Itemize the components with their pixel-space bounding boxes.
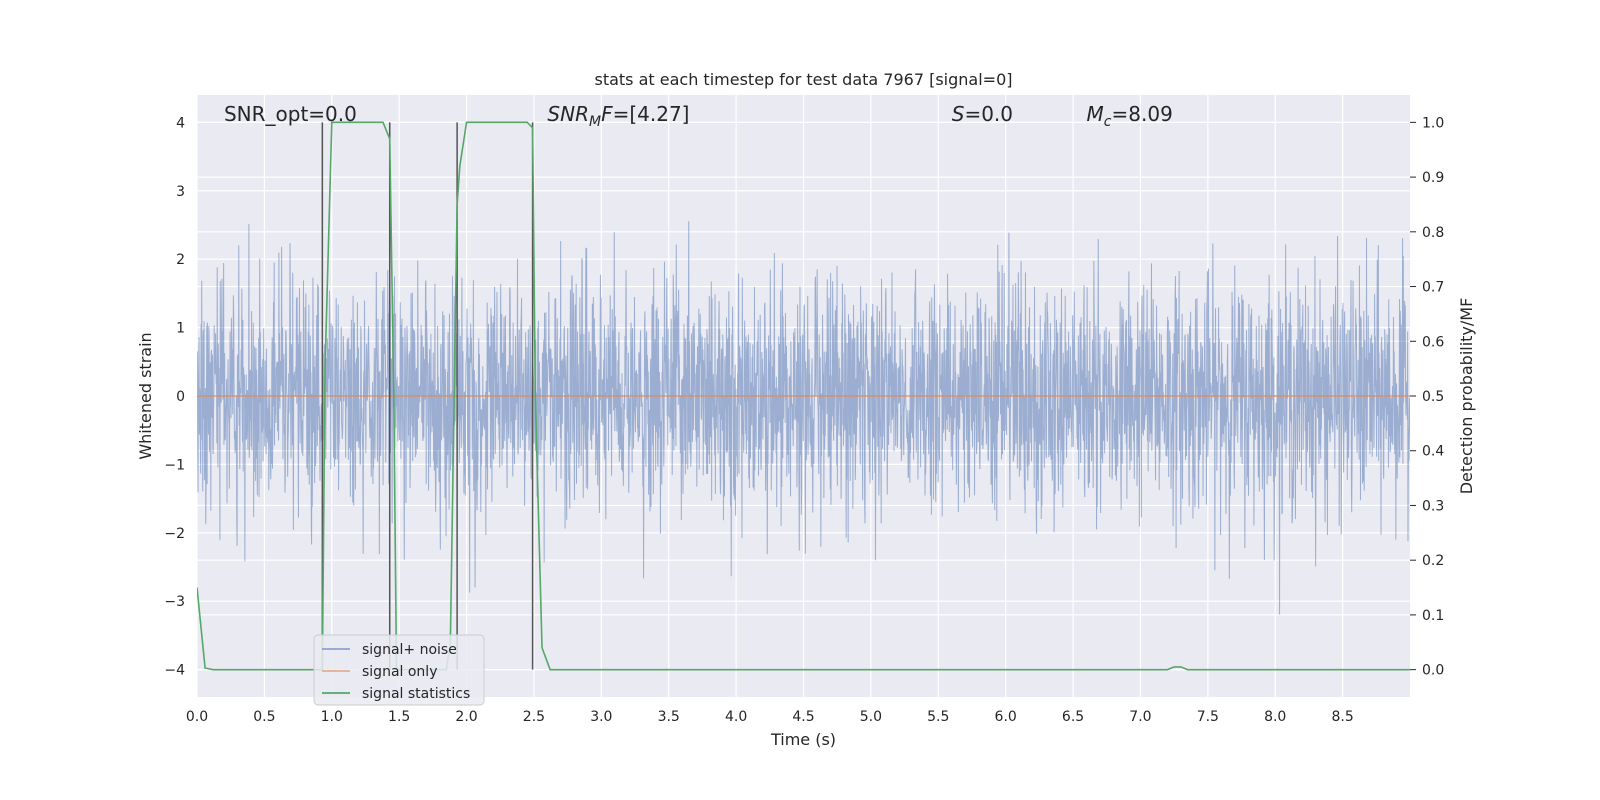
y2-tick-label: 1.0 — [1422, 115, 1444, 131]
y2-tick-label: 0.1 — [1422, 608, 1444, 624]
legend-label: signal+ noise — [362, 642, 457, 658]
series-signal-plus-noise — [197, 221, 1410, 615]
x-tick-label: 5.0 — [860, 709, 882, 725]
x-tick-label: 6.5 — [1062, 709, 1084, 725]
y2-tick-label: 0.2 — [1422, 553, 1444, 569]
y-tick-label: 1 — [176, 321, 185, 337]
y2-tick-label: 0.9 — [1422, 170, 1444, 186]
y2-tick-label: 0.8 — [1422, 225, 1444, 241]
x-tick-label: 7.5 — [1197, 709, 1219, 725]
x-tick-label: 0.5 — [253, 709, 275, 725]
y2-tick-label: 0.4 — [1422, 444, 1444, 460]
chart-title: stats at each timestep for test data 796… — [594, 70, 1012, 89]
x-axis-ticks: 0.0 0.5 1.0 1.5 2.0 2.5 3.0 3.5 4.0 4.5 5.0 5.5 6.0 6… — [186, 709, 1354, 725]
y2-tick-label: 0.0 — [1422, 663, 1444, 679]
y2-tick-label: 0.3 — [1422, 498, 1444, 514]
x-tick-label: 5.5 — [927, 709, 949, 725]
legend-label: signal only — [362, 664, 437, 680]
y-tick-label: 2 — [176, 252, 185, 268]
y-tick-label: −1 — [164, 457, 185, 473]
annotation-s-stat: S=0.0 — [952, 102, 1013, 126]
y2-axis-label: Detection probability/MF — [1457, 298, 1476, 495]
y-tick-label: −2 — [164, 526, 185, 542]
y-tick-label: −3 — [164, 594, 185, 610]
annotation-chirp-mass: Mc=8.09 — [1087, 102, 1173, 130]
legend: signal+ noise signal only signal statistic… — [313, 634, 485, 706]
x-tick-label: 7.0 — [1129, 709, 1151, 725]
annotation-snr-mf: SNRMF=[4.27] — [547, 102, 689, 130]
x-tick-label: 8.0 — [1264, 709, 1286, 725]
x-tick-label: 4.0 — [725, 709, 747, 725]
x-tick-label: 3.5 — [658, 709, 680, 725]
y2-tick-label: 0.6 — [1422, 334, 1444, 350]
y2-tick-label: 0.7 — [1422, 280, 1444, 296]
x-tick-label: 2.0 — [455, 709, 477, 725]
annotations: SNR_opt=0.0 SNRMF=[4.27] S=0.0 Mc=8.09 — [224, 102, 1173, 130]
legend-box — [313, 634, 485, 706]
y-axis-label: Whitened strain — [136, 332, 155, 459]
x-tick-label: 2.5 — [523, 709, 545, 725]
x-tick-label: 4.5 — [792, 709, 814, 725]
x-tick-label: 0.0 — [186, 709, 208, 725]
y-tick-label: 0 — [176, 389, 185, 405]
annotation-snr-opt: SNR_opt=0.0 — [224, 102, 357, 126]
y-tick-label: 4 — [176, 115, 185, 131]
x-tick-label: 6.0 — [995, 709, 1017, 725]
legend-label: signal statistics — [362, 686, 470, 702]
x-tick-label: 1.5 — [388, 709, 410, 725]
y2-axis-ticks: 0.0 0.1 0.2 0.3 0.4 0.5 0.6 0.7 0.8 0.9 1.0 — [1410, 115, 1444, 679]
x-tick-label: 3.0 — [590, 709, 612, 725]
y-axis-ticks: −4 −3 −2 −1 0 1 2 3 4 — [164, 115, 185, 678]
y-tick-label: −4 — [164, 663, 185, 679]
y2-tick-label: 0.5 — [1422, 389, 1444, 405]
x-tick-label: 8.5 — [1331, 709, 1353, 725]
x-axis-label: Time (s) — [770, 730, 836, 749]
x-tick-label: 1.0 — [321, 709, 343, 725]
y-tick-label: 3 — [176, 184, 185, 200]
